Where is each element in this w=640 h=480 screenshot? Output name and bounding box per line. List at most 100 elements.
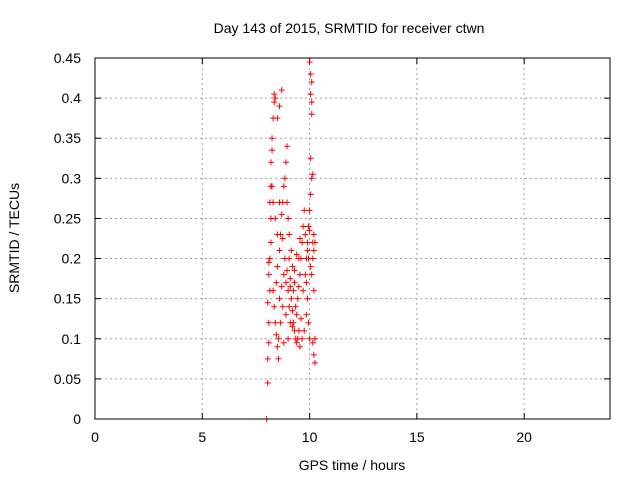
- data-point: [270, 287, 277, 294]
- data-point: [305, 319, 312, 326]
- x-tick-label: 0: [91, 429, 99, 445]
- y-tick-label: 0.15: [54, 291, 81, 307]
- data-point: [274, 343, 281, 350]
- data-point: [293, 251, 300, 258]
- data-point: [277, 319, 284, 326]
- data-point: [300, 223, 307, 230]
- data-point: [310, 351, 317, 358]
- y-tick-label: 0.35: [54, 130, 81, 146]
- y-tick-label: 0.4: [62, 90, 82, 106]
- data-point: [270, 199, 277, 206]
- x-tick-label: 5: [198, 429, 206, 445]
- data-point: [280, 183, 287, 190]
- data-point: [272, 95, 279, 102]
- data-point: [289, 323, 296, 330]
- x-tick-label: 10: [302, 429, 318, 445]
- data-point: [302, 271, 309, 278]
- data-point: [290, 287, 297, 294]
- data-point: [266, 255, 273, 262]
- data-point: [280, 271, 287, 278]
- data-point: [300, 287, 307, 294]
- data-point: [272, 215, 279, 222]
- data-point: [295, 255, 302, 262]
- data-point: [309, 239, 316, 246]
- data-point: [284, 199, 291, 206]
- data-point: [308, 79, 315, 86]
- data-point: [302, 231, 309, 238]
- data-point: [280, 339, 287, 346]
- data-point: [286, 231, 293, 238]
- data-points: [263, 59, 318, 422]
- data-point: [287, 283, 294, 290]
- data-point: [304, 239, 311, 246]
- data-point: [306, 227, 313, 234]
- data-point: [265, 271, 272, 278]
- data-point: [309, 171, 316, 178]
- data-point: [285, 335, 292, 342]
- data-point: [309, 339, 316, 346]
- data-point: [284, 143, 291, 150]
- data-point: [310, 247, 317, 254]
- data-point: [269, 135, 276, 142]
- data-point: [293, 339, 300, 346]
- data-point: [285, 215, 292, 222]
- data-point: [275, 335, 282, 342]
- data-point: [284, 267, 291, 274]
- data-point: [295, 327, 302, 334]
- data-point: [306, 59, 313, 66]
- data-point: [265, 339, 272, 346]
- data-point: [311, 359, 318, 366]
- data-point: [308, 111, 315, 118]
- data-point: [274, 263, 281, 270]
- chart-title: Day 143 of 2015, SRMTID for receiver ctw…: [214, 20, 485, 36]
- data-point: [269, 147, 276, 154]
- data-point: [278, 211, 285, 218]
- data-point: [296, 271, 303, 278]
- data-point: [279, 303, 286, 310]
- data-point: [294, 295, 301, 302]
- data-point: [269, 183, 276, 190]
- y-tick-label: 0.1: [62, 331, 82, 347]
- data-point: [301, 327, 308, 334]
- data-point: [301, 207, 308, 214]
- data-point: [308, 271, 315, 278]
- data-point: [265, 259, 272, 266]
- data-point: [273, 331, 280, 338]
- data-point: [273, 279, 280, 286]
- data-point: [279, 235, 286, 242]
- data-point: [281, 255, 288, 262]
- grid-lines: [95, 58, 610, 419]
- x-tick-label: 15: [409, 429, 425, 445]
- data-point: [264, 299, 271, 306]
- data-point: [267, 239, 274, 246]
- data-point: [271, 91, 278, 98]
- data-point: [307, 191, 314, 198]
- data-point: [282, 279, 289, 286]
- data-point: [303, 311, 310, 318]
- data-point: [288, 247, 295, 254]
- data-point: [308, 99, 315, 106]
- data-point: [307, 91, 314, 98]
- data-point: [287, 275, 294, 282]
- y-tick-label: 0.25: [54, 210, 81, 226]
- y-tick-label: 0.45: [54, 50, 81, 66]
- data-point: [275, 355, 282, 362]
- data-point: [299, 335, 306, 342]
- y-tick-label: 0.3: [62, 170, 82, 186]
- data-point: [299, 239, 306, 246]
- data-point: [304, 295, 311, 302]
- data-point: [264, 355, 271, 362]
- data-point: [289, 263, 296, 270]
- data-point: [287, 319, 294, 326]
- data-point: [276, 247, 283, 254]
- data-point: [282, 159, 289, 166]
- data-point: [267, 159, 274, 166]
- data-point: [306, 335, 313, 342]
- x-axis-label: GPS time / hours: [299, 457, 406, 473]
- data-point: [292, 303, 299, 310]
- data-point: [281, 175, 288, 182]
- data-point: [274, 231, 281, 238]
- data-point: [288, 295, 295, 302]
- data-point: [276, 103, 283, 110]
